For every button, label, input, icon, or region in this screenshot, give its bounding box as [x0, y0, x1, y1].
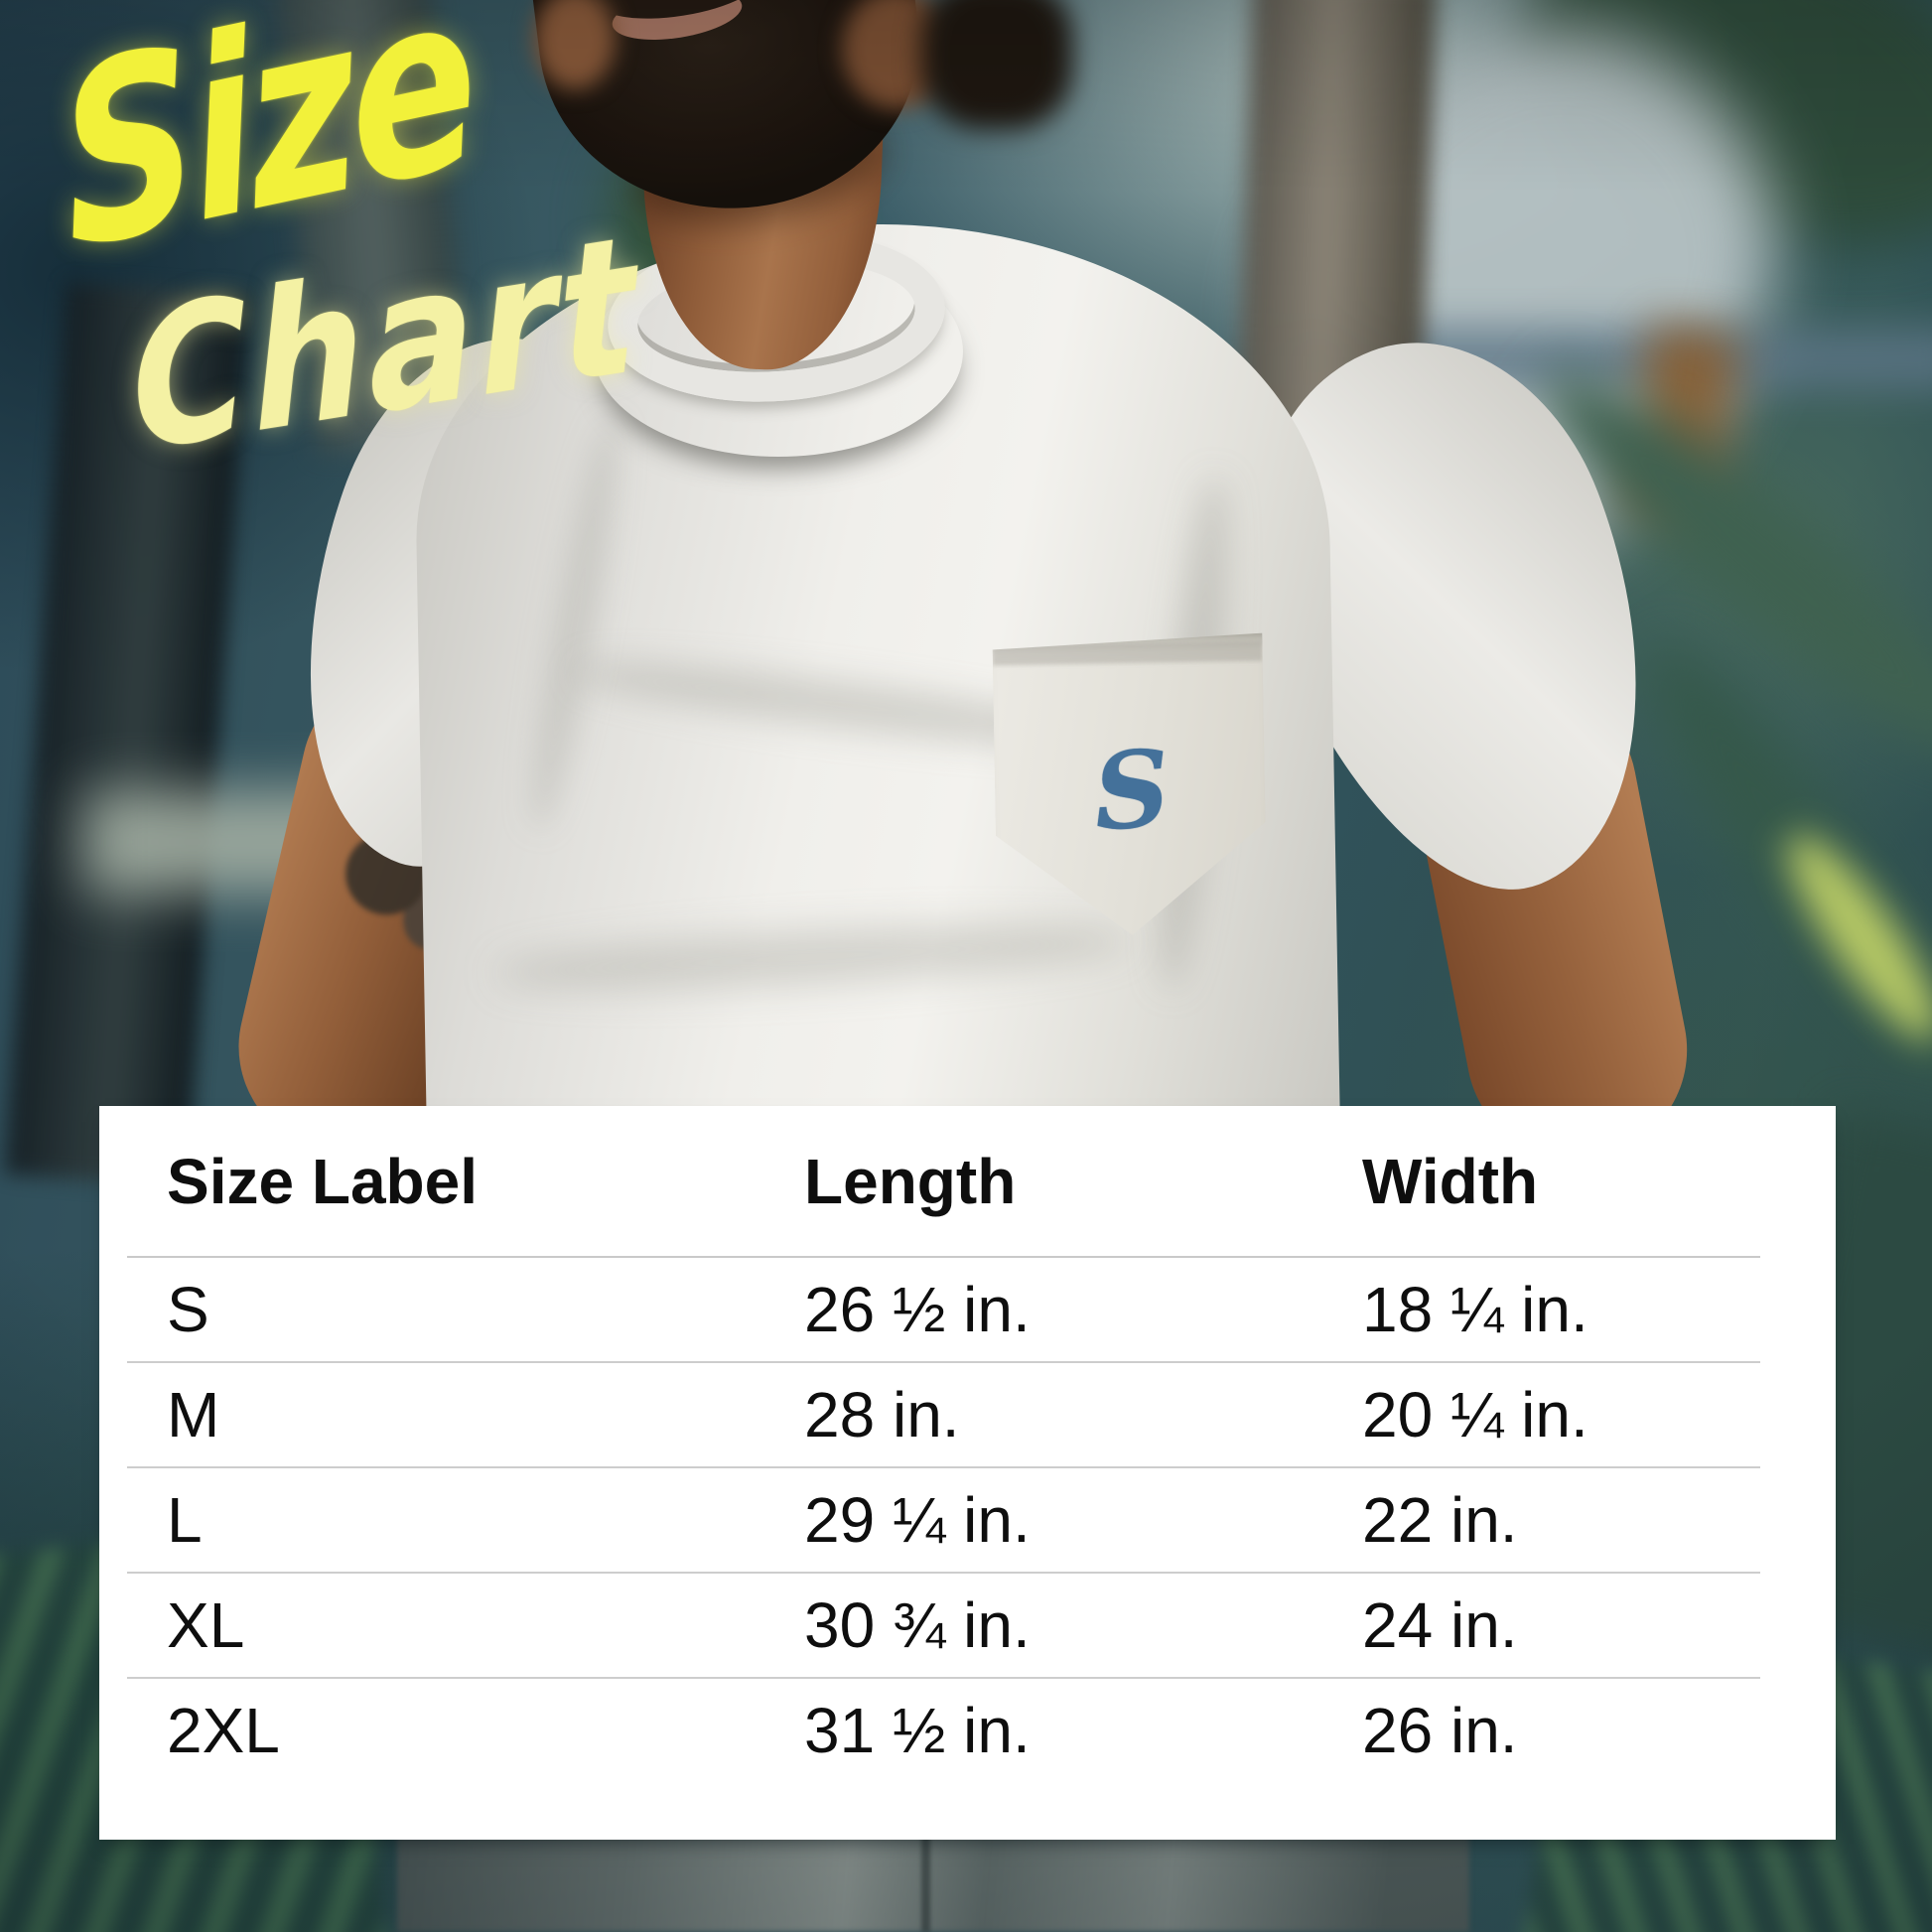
size-cell: L [167, 1484, 203, 1556]
column-header-length: Length [804, 1145, 1017, 1217]
size-cell: 2XL [167, 1695, 280, 1766]
width-cell: 20 ¼ in. [1362, 1379, 1588, 1450]
model-sideburn [921, 0, 1072, 129]
length-cell: 26 ½ in. [804, 1274, 1031, 1345]
table-row: XL 30 ¾ in. 24 in. [127, 1574, 1760, 1679]
table-row: 2XL 31 ½ in. 26 in. [127, 1679, 1760, 1782]
length-cell: 30 ¾ in. [804, 1589, 1031, 1661]
column-header-size-label: Size Label [167, 1145, 478, 1217]
table-row: M 28 in. 20 ¼ in. [127, 1363, 1760, 1468]
model-shorts [397, 1830, 1469, 1932]
model-cheek [534, 0, 616, 89]
size-cell: S [167, 1274, 209, 1345]
size-cell: M [167, 1379, 220, 1450]
size-table-card: Size Label Length Width S 26 ½ in. 18 ¼ … [99, 1106, 1836, 1840]
table-header-row: Size Label Length Width [127, 1106, 1760, 1258]
column-header-width: Width [1362, 1145, 1539, 1217]
model-shorts-seam [921, 1830, 930, 1932]
width-cell: 18 ¼ in. [1362, 1274, 1588, 1345]
table-row: L 29 ¼ in. 22 in. [127, 1468, 1760, 1574]
length-cell: 28 in. [804, 1379, 960, 1450]
length-cell: 29 ¼ in. [804, 1484, 1031, 1556]
width-cell: 22 in. [1362, 1484, 1518, 1556]
width-cell: 26 in. [1362, 1695, 1518, 1766]
size-cell: XL [167, 1589, 245, 1661]
table-row: S 26 ½ in. 18 ¼ in. [127, 1258, 1760, 1363]
length-cell: 31 ½ in. [804, 1695, 1031, 1766]
width-cell: 24 in. [1362, 1589, 1518, 1661]
